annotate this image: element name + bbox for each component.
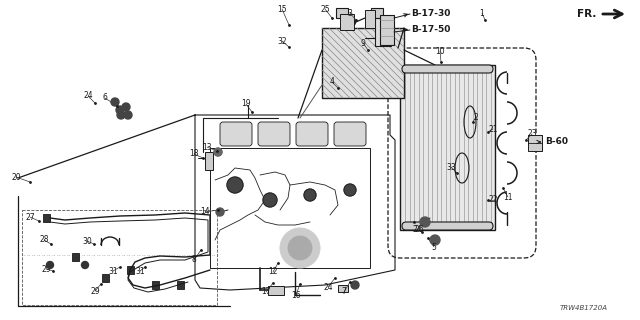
Text: 9: 9 [360,38,365,47]
FancyBboxPatch shape [402,222,493,230]
FancyBboxPatch shape [402,65,493,73]
Circle shape [420,217,430,227]
Text: 6: 6 [102,93,108,102]
Text: B-17-30: B-17-30 [411,9,451,18]
Text: 24: 24 [412,226,422,235]
Bar [365,10,375,28]
Text: B-17-50: B-17-50 [411,25,451,34]
Text: 21: 21 [488,124,498,133]
Text: 5: 5 [431,243,436,252]
Text: 16: 16 [291,291,301,300]
Text: 2: 2 [474,113,478,122]
FancyBboxPatch shape [258,122,290,146]
Circle shape [351,281,359,289]
Circle shape [124,111,132,119]
Circle shape [81,261,88,268]
Text: 8: 8 [191,255,196,265]
Text: 10: 10 [435,46,445,55]
Text: 3: 3 [348,9,353,18]
FancyBboxPatch shape [220,122,252,146]
Bar [380,15,394,45]
Text: 19: 19 [241,100,251,108]
Circle shape [47,261,54,268]
Circle shape [216,208,224,216]
Bar [43,214,50,222]
Bar [340,14,354,30]
Bar [338,285,348,292]
Text: B-60: B-60 [545,138,568,147]
Circle shape [227,177,243,193]
Text: 12: 12 [268,268,278,276]
Text: TRW4B1720A: TRW4B1720A [560,305,608,311]
Text: 31: 31 [108,267,118,276]
FancyBboxPatch shape [334,122,366,146]
Bar [102,274,109,282]
Circle shape [263,193,277,207]
Text: 23: 23 [527,130,537,139]
Circle shape [304,189,316,201]
Text: 18: 18 [189,149,199,158]
Text: 29: 29 [41,265,51,274]
Text: 30: 30 [82,236,92,245]
Text: 27: 27 [25,212,35,221]
Bar [127,266,134,274]
Text: 7: 7 [342,287,346,297]
Text: 31: 31 [135,267,145,276]
Bar [22,210,217,305]
Bar [210,148,370,268]
Circle shape [111,98,119,106]
Text: 25: 25 [320,4,330,13]
Bar [72,253,79,261]
Bar [177,281,184,289]
Bar [371,8,383,18]
Circle shape [430,235,440,245]
Bar [528,135,542,151]
Bar [205,152,213,170]
Text: 26: 26 [414,226,424,235]
Text: 14: 14 [200,207,210,217]
Polygon shape [195,115,395,290]
Text: 32: 32 [277,36,287,45]
Circle shape [122,103,130,111]
Circle shape [214,148,222,156]
Bar [322,28,404,98]
Text: 17: 17 [261,287,271,297]
Bar [375,18,391,46]
Circle shape [288,236,312,260]
Circle shape [280,228,320,268]
FancyBboxPatch shape [296,122,328,146]
Circle shape [117,111,125,119]
Text: 29: 29 [90,286,100,295]
Text: 15: 15 [277,4,287,13]
Text: 33: 33 [446,163,456,172]
Text: 22: 22 [488,196,498,204]
Bar [336,8,348,18]
Text: 13: 13 [202,142,212,151]
Circle shape [344,184,356,196]
Bar [152,281,159,289]
Text: 28: 28 [39,236,49,244]
Bar [268,286,284,295]
Text: FR.: FR. [577,9,596,19]
Text: 4: 4 [330,77,335,86]
Text: 1: 1 [479,9,484,18]
Text: 24: 24 [83,92,93,100]
Bar [400,65,495,230]
Text: 20: 20 [11,172,21,181]
Text: 24: 24 [323,283,333,292]
Text: 11: 11 [503,193,513,202]
Circle shape [116,106,124,114]
